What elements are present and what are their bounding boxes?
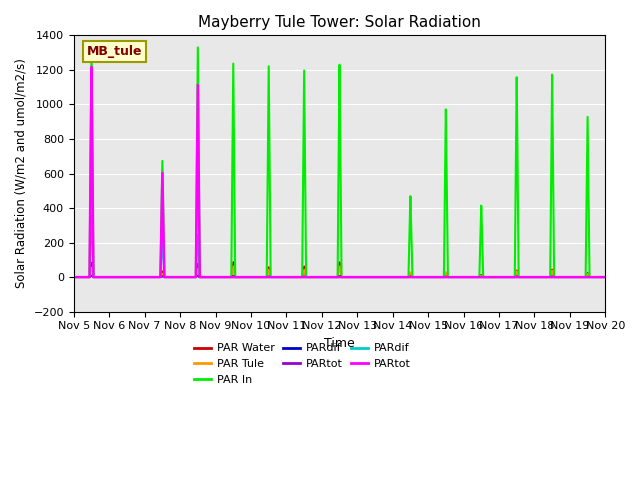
- Y-axis label: Solar Radiation (W/m2 and umol/m2/s): Solar Radiation (W/m2 and umol/m2/s): [15, 59, 28, 288]
- Legend: PAR Water, PAR Tule, PAR In, PARdif, PARtot, PARdif, PARtot: PAR Water, PAR Tule, PAR In, PARdif, PAR…: [190, 339, 415, 389]
- Title: Mayberry Tule Tower: Solar Radiation: Mayberry Tule Tower: Solar Radiation: [198, 15, 481, 30]
- X-axis label: Time: Time: [324, 337, 355, 350]
- Text: MB_tule: MB_tule: [87, 45, 143, 58]
